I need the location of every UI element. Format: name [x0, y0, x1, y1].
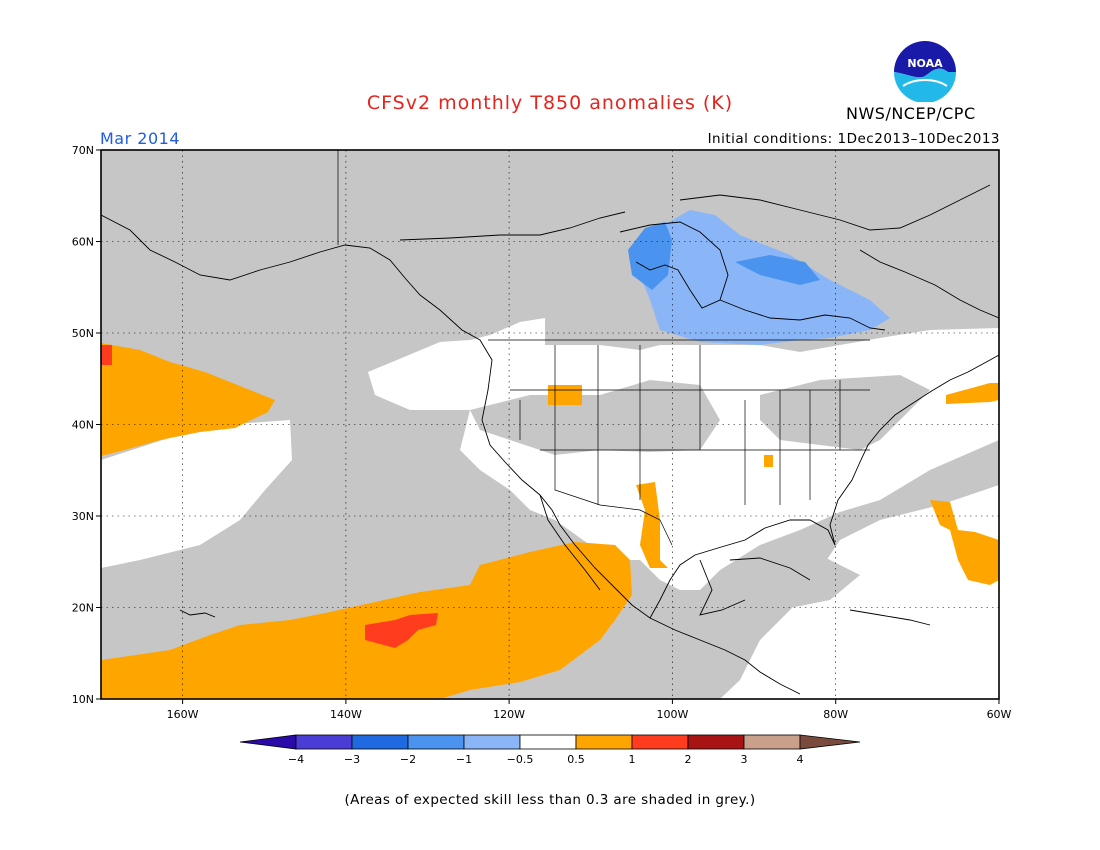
colorbar-segment	[743, 734, 801, 750]
colorbar-segment	[687, 734, 745, 750]
warm-anomaly-gulf-of-alaska	[101, 343, 275, 456]
colorbar	[239, 734, 861, 750]
colorbar-max-arrow	[799, 734, 861, 750]
colorbar-min-arrow	[239, 734, 297, 750]
coastlines	[101, 184, 999, 695]
map-gridlines	[101, 150, 999, 699]
low-skill-gulf	[680, 555, 860, 640]
colorbar-label: 4	[797, 753, 804, 766]
colorbar-label: −3	[344, 753, 360, 766]
low-skill-plains	[470, 380, 720, 455]
lat-label: 40N	[72, 419, 94, 432]
low-skill-east	[760, 375, 930, 450]
forecast-period: Mar 2014	[100, 129, 180, 148]
lon-label: 100W	[656, 708, 688, 721]
warm-anomaly-red-tropical	[365, 613, 438, 648]
initial-conditions: Initial conditions: 1Dec2013–10Dec2013	[707, 131, 1000, 147]
colorbar-label: 2	[685, 753, 692, 766]
lat-label: 60N	[72, 236, 94, 249]
warm-anomaly-tropical-pacific	[101, 542, 632, 699]
footnote: (Areas of expected skill less than 0.3 a…	[344, 792, 756, 808]
near-normal-atlantic-region	[720, 485, 999, 699]
axis-ticks	[96, 149, 1000, 704]
warm-anomaly-atlantic-south	[930, 500, 999, 585]
warm-anomaly-texas	[636, 482, 668, 568]
near-normal-pacific-region	[101, 420, 292, 568]
noaa-logo-text: NOAA	[907, 57, 943, 70]
lat-label: 70N	[72, 144, 94, 157]
colorbar-segment	[351, 734, 409, 750]
colorbar-segment	[295, 734, 353, 750]
colorbar-label: −4	[288, 753, 304, 766]
lon-label: 120W	[493, 708, 525, 721]
noaa-logo-icon: NOAA	[894, 39, 956, 102]
lat-label: 20N	[72, 602, 94, 615]
warm-anomaly-atlantic-north	[946, 383, 999, 404]
colorbar-label: 1	[629, 753, 636, 766]
agency-label: NWS/NCEP/CPC	[846, 104, 976, 123]
colorbar-segment	[631, 734, 689, 750]
cold-anomaly-medium-blue-2	[735, 255, 820, 285]
lon-label: 140W	[330, 708, 362, 721]
colorbar-label: 0.5	[567, 753, 585, 766]
warm-anomaly-rockies	[548, 385, 582, 405]
warm-anomaly-tennessee	[764, 455, 773, 467]
colorbar-label: −0.5	[507, 753, 534, 766]
chart-title: CFSv2 monthly T850 anomalies (K)	[366, 92, 734, 114]
lon-label: 60W	[987, 708, 1012, 721]
colorbar-segment	[519, 734, 577, 750]
colorbar-label: −1	[456, 753, 472, 766]
colorbar-segment	[575, 734, 633, 750]
political-borders	[337, 150, 870, 546]
colorbar-labels: −4 −3 −2 −1 −0.5 0.5 2 1 3 4	[288, 753, 804, 766]
lat-label: 10N	[72, 693, 94, 706]
latitude-labels: 70N 60N 50N 40N 30N 20N 10N	[72, 144, 94, 706]
lon-label: 160W	[167, 708, 199, 721]
cold-anomaly-medium-blue	[628, 222, 672, 290]
colorbar-segment	[407, 734, 465, 750]
colorbar-segment	[463, 734, 521, 750]
warm-anomaly-red-edge	[101, 345, 112, 365]
low-skill-mexico	[585, 605, 700, 665]
lat-label: 30N	[72, 510, 94, 523]
map-area	[101, 150, 999, 699]
longitude-labels: 160W 140W 120W 100W 80W 60W	[167, 708, 1012, 721]
colorbar-label: −2	[400, 753, 416, 766]
lon-label: 80W	[823, 708, 848, 721]
colorbar-label: 3	[741, 753, 748, 766]
lat-label: 50N	[72, 327, 94, 340]
cold-anomaly-light-blue	[640, 210, 890, 345]
